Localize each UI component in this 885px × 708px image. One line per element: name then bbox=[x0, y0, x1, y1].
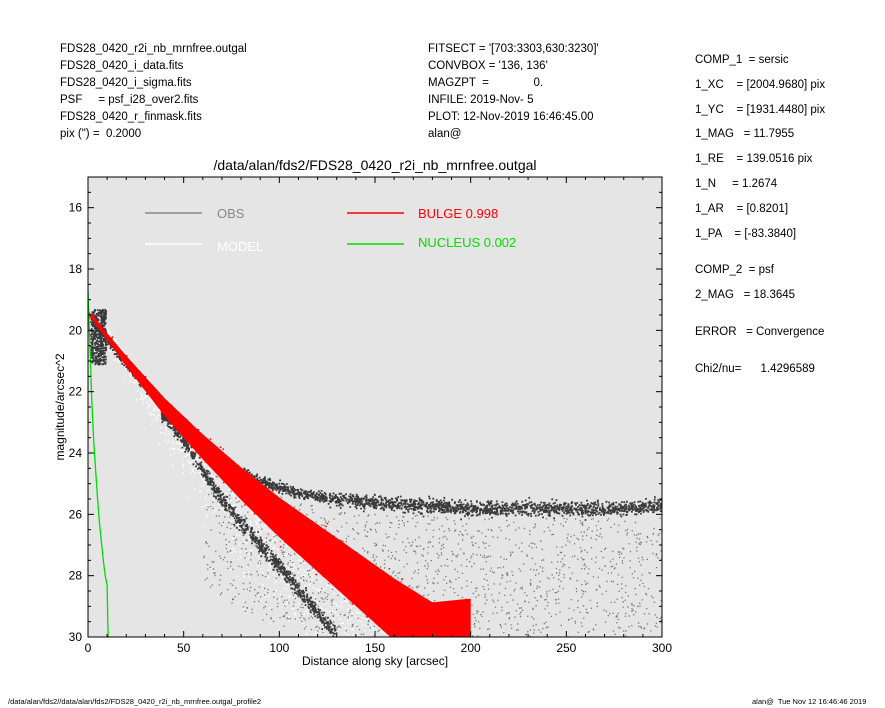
header-middle-block: FITSECT = '[703:3303,630:3230]' CONVBOX =… bbox=[428, 41, 599, 143]
y-tick-label: 20 bbox=[69, 323, 83, 337]
header-left-line: FDS28_0420_r2i_nb_mrnfree.outgal bbox=[60, 43, 247, 55]
x-tick-label: 50 bbox=[177, 641, 191, 655]
header-right-line: 1_MAG = 11.7955 bbox=[695, 128, 795, 141]
obs-faint-points bbox=[203, 461, 662, 637]
y-tick-label: 26 bbox=[69, 507, 83, 521]
header-mid-line: CONVBOX = '136, 136' bbox=[428, 60, 548, 72]
header-right-line: 1_RE = 139.0516 pix bbox=[695, 153, 813, 166]
y-axis-label: magnitude/arcsec^2 bbox=[53, 353, 67, 460]
header-mid-line: PLOT: 12-Nov-2019 16:46:45.00 bbox=[428, 111, 594, 123]
header-right-line: 1_XC = [2004.9680] pix bbox=[695, 78, 826, 91]
header-right-line: ERROR = Convergence bbox=[695, 325, 825, 338]
legend-label-3: NUCLEUS 0.002 bbox=[418, 235, 516, 250]
header-right-line: 1_N = 1.2674 bbox=[695, 177, 778, 190]
obs-points bbox=[90, 308, 662, 637]
header-right-line: 2_MAG = 18.3645 bbox=[695, 289, 796, 302]
x-tick-label: 150 bbox=[365, 641, 385, 655]
x-tick-label: 200 bbox=[461, 641, 481, 655]
header-right-block: COMP_1 = sersic 1_XC = [2004.9680] pix 1_Y… bbox=[695, 48, 825, 382]
header-left-line: FDS28_0420_i_data.fits bbox=[60, 60, 184, 72]
x-tick-label: 300 bbox=[652, 641, 672, 655]
header-right-line: COMP_2 = psf bbox=[695, 264, 774, 277]
header-mid-line: MAGZPT = 0. bbox=[428, 77, 544, 89]
x-axis-label: Distance along sky [arcsec] bbox=[302, 654, 448, 668]
bulge-band bbox=[88, 310, 471, 637]
header-left-block: FDS28_0420_r2i_nb_mrnfree.outgal FDS28_04… bbox=[60, 41, 247, 143]
x-tick-label: 100 bbox=[269, 641, 289, 655]
footer-left-path: /data/alan/fds2//data/alan/fds2/FDS28_04… bbox=[8, 697, 262, 706]
legend-label-2: BULGE 0.998 bbox=[418, 206, 498, 221]
header-right-line: 1_AR = [0.8201] bbox=[695, 202, 789, 215]
header-right-line: COMP_1 = sersic bbox=[695, 54, 789, 66]
header-left-line: FDS28_0420_r_finmask.fits bbox=[60, 111, 202, 123]
header-left-line: FDS28_0420_i_sigma.fits bbox=[60, 77, 192, 89]
header-left-line: PSF = psf_i28_over2.fits bbox=[60, 94, 199, 106]
legend-label-0: OBS bbox=[217, 206, 245, 221]
y-tick-label: 16 bbox=[69, 201, 83, 215]
y-tick-label: 18 bbox=[69, 262, 83, 276]
header-mid-line: INFILE: 2019-Nov- 5 bbox=[428, 94, 534, 106]
header-right-line: Chi2/nu= 1.4296589 bbox=[695, 362, 815, 375]
header-mid-line: alan@ bbox=[428, 128, 462, 140]
y-tick-label: 30 bbox=[69, 630, 83, 644]
header-mid-line: FITSECT = '[703:3303,630:3230]' bbox=[428, 43, 599, 55]
legend-label-1: MODEL bbox=[217, 239, 263, 254]
header-right-line: 1_PA = [-83.3840] bbox=[695, 227, 797, 240]
y-tick-label: 22 bbox=[69, 385, 83, 399]
header-right-line: 1_YC = [1931.4480] pix bbox=[695, 103, 826, 116]
y-tick-label: 28 bbox=[69, 569, 83, 583]
footer-right-stamp: alan@ Tue Nov 12 16:46:46 2019 bbox=[752, 697, 867, 706]
x-tick-label: 250 bbox=[556, 641, 576, 655]
x-tick-label: 0 bbox=[85, 641, 92, 655]
y-tick-label: 24 bbox=[69, 446, 83, 460]
chart-title: /data/alan/fds2/FDS28_0420_r2i_nb_mrnfre… bbox=[214, 157, 537, 173]
header-left-line: pix (") = 0.2000 bbox=[60, 128, 142, 140]
